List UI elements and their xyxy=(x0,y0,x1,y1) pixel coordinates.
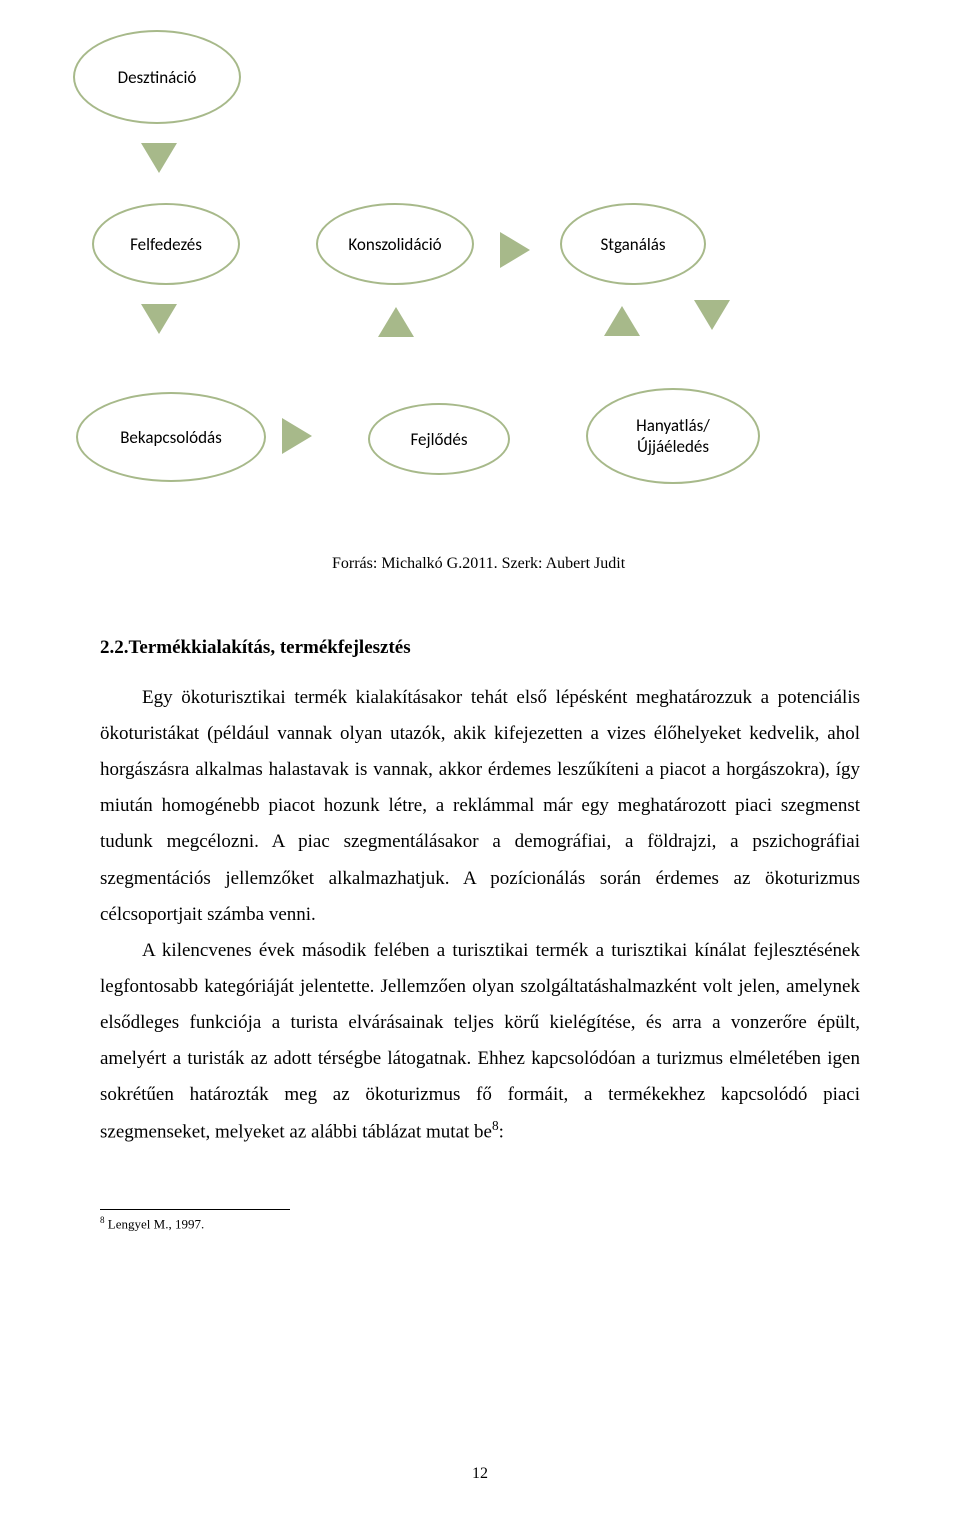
connector-1 xyxy=(500,232,530,268)
para2-pre: A kilencvenes évek második felében a tur… xyxy=(100,940,860,1143)
footnote: 8 Lengyel M., 1997. xyxy=(100,1214,860,1234)
paragraph-1: Egy ökoturisztikai termék kialakításakor… xyxy=(100,680,860,933)
node-n6: Fejlődés xyxy=(368,403,510,475)
node-n7: Hanyatlás/Újjáéledés xyxy=(586,388,760,484)
node-n2: Felfedezés xyxy=(92,203,240,285)
node-n3: Konszolidáció xyxy=(316,203,474,285)
lifecycle-diagram: Desztináció Felfedezés Konszolidáció Stganá… xyxy=(0,0,960,580)
connector-0 xyxy=(141,143,177,173)
connector-5 xyxy=(282,418,312,454)
para2-post: : xyxy=(499,1122,504,1143)
connector-3 xyxy=(378,307,414,337)
section-heading: 2.2.Termékkialakítás, termékfejlesztés xyxy=(100,630,860,666)
node-n1: Desztináció xyxy=(73,30,241,124)
node-n4: Stganálás xyxy=(560,203,706,285)
footnote-separator xyxy=(100,1209,290,1210)
node-n5: Bekapcsolódás xyxy=(76,392,266,482)
source-line: Forrás: Michalkó G.2011. Szerk: Aubert J… xyxy=(332,555,625,573)
body-text: 2.2.Termékkialakítás, termékfejlesztés E… xyxy=(0,630,960,1233)
footnote-text: Lengyel M., 1997. xyxy=(105,1216,205,1231)
page-number: 12 xyxy=(0,1465,960,1483)
connector-2 xyxy=(141,304,177,334)
footnote-ref: 8 xyxy=(492,1118,499,1133)
connector-4 xyxy=(694,300,730,330)
connector-6 xyxy=(604,306,640,336)
paragraph-2: A kilencvenes évek második felében a tur… xyxy=(100,933,860,1151)
